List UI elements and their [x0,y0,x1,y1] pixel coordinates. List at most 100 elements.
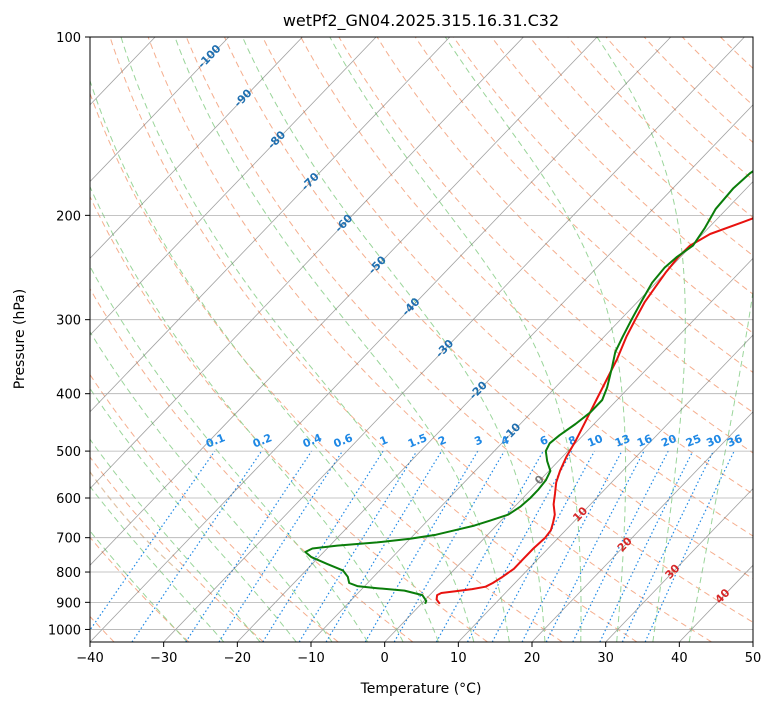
moist-adiabat-line [596,37,686,642]
x-tick-label: −10 [297,651,324,666]
mixing-ratio-line [364,450,479,642]
isotherm-line [90,37,303,259]
upper-curve-line [90,470,181,573]
moist-adiabat-line [688,288,753,642]
moist-adiabat-line [242,37,546,642]
dry-adiabat-line [376,37,753,413]
y-tick-label: 500 [56,445,81,460]
x-tick-label: 0 [381,651,389,666]
x-axis-title: Temperature (°C) [360,681,482,697]
isotherm-line [605,487,753,642]
dry-adiabat-line [185,37,753,623]
mixing-ratio-label: 0.4 [301,431,324,450]
x-tick-label: 30 [597,651,614,666]
moist-adiabat-line [90,330,333,642]
mixing-ratio-label: 10 [586,432,605,450]
mixing-ratio-line [90,450,216,632]
y-axis-title: Pressure (hPa) [12,289,28,389]
mixing-ratio-label: 25 [684,432,703,450]
dry-adiabat-line [567,37,753,219]
moist-adiabat-line [90,265,369,642]
mixing-ratio-line [298,450,418,642]
moist-adiabat-line [329,37,582,642]
moist-adiabat-line [174,37,510,642]
x-tick-label: 40 [671,651,688,666]
dry-adiabat-line [529,37,753,257]
isotherm-line [0,37,8,642]
mixing-ratio-label: 36 [725,432,744,450]
dry-adiabat-line [90,287,414,642]
mixing-ratio-line [262,450,384,642]
mixing-ratio-line [572,450,669,642]
moist-adiabat-line [90,438,261,642]
moist-adiabat-line [120,37,475,642]
isotherm-line [384,257,753,642]
mixing-ratio-label: 30 [705,432,724,450]
dry-adiabat-line [491,37,753,295]
dewpoint-line [304,169,753,605]
isotherm-line [90,37,672,642]
mixing-ratio-label: 20 [659,432,678,450]
mixing-ratio-label: 1.5 [406,431,429,450]
y-tick-label: 800 [56,566,81,581]
dry-adiabat-line [300,37,753,495]
mixing-ratio-line [131,450,263,642]
moist-adiabat-line [90,387,297,642]
mixing-ratio-line [393,450,505,642]
axes: −40 −30 −20 −10 0 10 20 30 40 50 100 200 300 400 500 60… [48,31,761,666]
dry-adiabat-line [681,37,753,106]
y-tick-label: 1000 [48,623,81,638]
isotherm-line [237,104,753,642]
mixing-ratio-label: 2 [436,433,448,448]
chart-title: wetPf2_GN04.2025.315.16.31.C32 [283,11,559,31]
isotherm-line [90,37,230,183]
moist-adiabat-line [90,185,404,642]
isotherm-line [90,37,524,490]
dry-adiabat-line [109,37,638,642]
y-tick-label: 200 [56,209,81,224]
dry-adiabat-line [338,37,753,454]
isotherm-line [163,37,745,642]
y-tick-label: 700 [56,532,81,547]
x-tick-label: −40 [76,651,103,666]
mixing-ratio-label: 3 [473,433,485,448]
moist-adiabat-line [90,530,188,642]
moist-adiabat-line [444,37,627,642]
y-tick-label: 600 [56,492,81,507]
y-tick-label: 300 [56,314,81,329]
mixing-ratio-label: 16 [635,432,654,450]
x-tick-label: −20 [224,651,251,666]
profile-lines [304,169,753,605]
mixing-ratio-label: 0.6 [332,431,355,450]
dry-adiabat-line [90,456,264,642]
mixing-ratio-line [435,450,544,642]
isotherm-line [90,37,377,336]
isotherm-line [458,334,753,642]
x-tick-label: 10 [450,651,467,666]
mixing-ratio-line [185,450,313,642]
y-tick-label: 900 [56,596,81,611]
dry-adiabat-line [759,37,775,642]
dry-adiabat-line [90,92,563,642]
mixing-ratio-line [644,450,735,642]
dry-adiabat-line [720,37,753,70]
mixing-ratio-line [545,450,645,642]
mixing-ratio-line [325,450,443,642]
isotherm-line [310,181,753,642]
dry-adiabat-line [605,37,753,181]
dry-adiabat-line [262,37,753,537]
dry-adiabat-line [643,37,753,144]
isotherm-line [90,37,451,413]
mixing-ratio-label: 13 [613,432,632,450]
dry-adiabat-line [147,37,712,642]
plot-frame [89,36,754,643]
mixing-ratio-label: 8 [567,433,579,448]
dry-adiabat-line [414,37,753,374]
moist-adiabat-line [90,79,439,642]
dry-adiabat-line [90,195,488,642]
x-tick-label: −30 [150,651,177,666]
mixing-ratio-line [466,450,573,642]
x-tick-label: 50 [745,651,762,666]
dry-adiabat-line [452,37,753,334]
